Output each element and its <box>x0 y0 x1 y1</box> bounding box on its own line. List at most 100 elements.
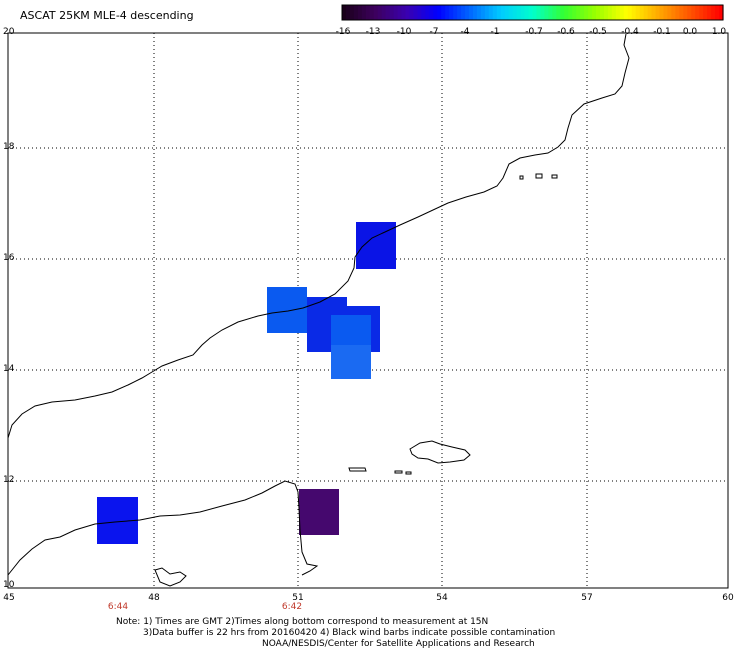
colorbar-segment <box>465 5 470 20</box>
colorbar-segment <box>425 5 430 20</box>
y-tick-label: 20 <box>3 27 15 37</box>
colorbar-segment <box>508 5 514 20</box>
map-frame <box>7 32 729 589</box>
colorbar-segment <box>488 5 494 20</box>
socotra-island <box>409 440 471 464</box>
colorbar-segment <box>639 5 645 20</box>
colorbar-segment <box>663 5 669 20</box>
colorbar-segment <box>449 5 454 20</box>
grid <box>8 33 728 588</box>
colorbar-segment <box>615 5 621 20</box>
colorbar-segment <box>429 5 434 20</box>
colorbar-segment <box>453 5 458 20</box>
x-tick-label: 57 <box>581 593 593 603</box>
coastline <box>7 33 630 587</box>
colorbar-segment <box>516 5 522 20</box>
colorbar-segment <box>461 5 466 20</box>
colorbar-segment <box>611 5 617 20</box>
colorbar-segment <box>647 5 653 20</box>
cell-blue <box>356 222 396 269</box>
y-tick-label: 10 <box>3 580 15 590</box>
abd-al-kuri-island <box>348 467 367 472</box>
colorbar-label: -4 <box>460 27 470 37</box>
colorbar-segment <box>381 5 387 20</box>
samhah-island <box>394 470 403 474</box>
colorbar-segment <box>584 5 589 20</box>
colorbar-segment <box>655 5 661 20</box>
colorbar-segment <box>520 5 526 20</box>
colorbar-segment <box>548 5 553 20</box>
colorbar-segment <box>651 5 657 20</box>
cell-light-blue <box>331 345 371 379</box>
cell-purple <box>299 489 339 535</box>
colorbar-segment <box>719 5 724 20</box>
colorbar-segment <box>687 5 692 20</box>
kuria-muria-island <box>535 173 543 179</box>
colorbar-segment <box>397 5 403 20</box>
colorbar-segment <box>659 5 665 20</box>
y-tick-label: 14 <box>3 364 15 374</box>
colorbar-segment <box>469 5 474 20</box>
colorbar-segment <box>357 5 363 20</box>
colorbar-segment <box>377 5 383 20</box>
colorbar-segment <box>667 5 673 20</box>
colorbar-segment <box>349 5 355 20</box>
colorbar-segment <box>643 5 649 20</box>
colorbar-segment <box>671 5 676 20</box>
colorbar-segment <box>365 5 371 20</box>
colorbar-segment <box>552 5 557 20</box>
colorbar-segment <box>524 5 530 20</box>
colorbar-segment <box>607 5 613 20</box>
colorbar-segment <box>603 5 609 20</box>
colorbar-label: -0.4 <box>621 27 639 37</box>
y-tick-label: 16 <box>3 253 15 263</box>
colorbar-segment <box>556 5 561 20</box>
colorbar-segment <box>631 5 637 20</box>
colorbar-segment <box>679 5 684 20</box>
colorbar-label: -0.5 <box>589 27 607 37</box>
colorbar-segment <box>433 5 438 20</box>
arabian-coastline <box>7 33 630 439</box>
footnote-line-1: Note: 1) Times are GMT 2)Times along bot… <box>116 617 489 627</box>
colorbar-segment <box>596 5 601 20</box>
pass-time-label: 6:42 <box>281 602 303 612</box>
colorbar-label: -16 <box>335 27 351 37</box>
colorbar-segment <box>528 5 534 20</box>
footnote-line-3: NOAA/NESDIS/Center for Satellite Applica… <box>262 639 535 649</box>
colorbar-segment <box>369 5 375 20</box>
colorbar-label: 0.0 <box>682 27 698 37</box>
colorbar-segment <box>572 5 577 20</box>
colorbar-segment <box>393 5 399 20</box>
colorbar-segment <box>472 5 478 20</box>
colorbar-segment <box>445 5 450 20</box>
colorbar-segment <box>623 5 629 20</box>
colorbar-segment <box>711 5 716 20</box>
colorbar-segment <box>405 5 411 20</box>
x-tick-label: 51 <box>292 593 304 603</box>
colorbar-segment <box>385 5 391 20</box>
colorbar-segment <box>413 5 419 20</box>
colorbar-segment <box>588 5 593 20</box>
x-tick-label: 54 <box>436 593 448 603</box>
colorbar-segment <box>627 5 633 20</box>
colorbar-segment <box>484 5 490 20</box>
colorbar-segment <box>703 5 708 20</box>
colorbar-label: -13 <box>365 27 381 37</box>
colorbar-segment <box>544 5 549 20</box>
footnote-line-2: 3)Data buffer is 22 hrs from 20160420 4)… <box>143 628 556 638</box>
kuria-muria-island <box>519 175 524 180</box>
colorbar-segment <box>532 5 538 20</box>
colorbar-segment <box>342 5 347 20</box>
colorbar-segment <box>691 5 696 20</box>
pass-time-label: 6:44 <box>107 602 129 612</box>
colorbar-segment <box>568 5 573 20</box>
colorbar-segment <box>457 5 462 20</box>
colorbar-segment <box>345 5 351 20</box>
colorbar-segment <box>437 5 442 20</box>
colorbar-segment <box>695 5 700 20</box>
colorbar-segment <box>564 5 569 20</box>
colorbar-frame <box>341 4 724 21</box>
y-tick-label: 18 <box>3 142 15 152</box>
colorbar-segment <box>707 5 712 20</box>
